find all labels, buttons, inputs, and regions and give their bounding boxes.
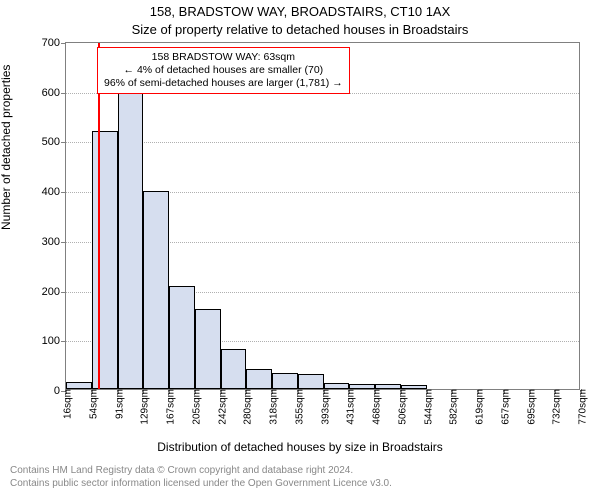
histogram-bar <box>272 373 298 389</box>
ytick-label: 200 <box>42 286 66 298</box>
ytick-label: 100 <box>42 335 66 347</box>
xtick-label: 54sqm <box>84 389 99 419</box>
property-marker-line <box>98 43 100 389</box>
ytick-label: 400 <box>42 186 66 198</box>
chart-container: 158, BRADSTOW WAY, BROADSTAIRS, CT10 1AX… <box>0 0 600 500</box>
xtick-label: 468sqm <box>368 389 383 425</box>
xtick-label: 129sqm <box>136 389 151 425</box>
xtick-label: 393sqm <box>316 389 331 425</box>
xtick-label: 732sqm <box>548 389 563 425</box>
ytick-label: 500 <box>42 136 66 148</box>
histogram-bar <box>298 374 324 389</box>
annotation-line: 158 BRADSTOW WAY: 63sqm <box>104 51 343 64</box>
histogram-bar <box>195 309 221 389</box>
footer-attribution: Contains HM Land Registry data © Crown c… <box>10 464 392 490</box>
xtick-label: 695sqm <box>522 389 537 425</box>
annotation-line: 96% of semi-detached houses are larger (… <box>104 77 343 90</box>
xtick-label: 582sqm <box>445 389 460 425</box>
x-axis-label: Distribution of detached houses by size … <box>0 440 600 454</box>
annotation-line: ← 4% of detached houses are smaller (70) <box>104 64 343 77</box>
ytick-label: 300 <box>42 236 66 248</box>
xtick-label: 619sqm <box>471 389 486 425</box>
histogram-bar <box>221 349 247 389</box>
xtick-label: 544sqm <box>419 389 434 425</box>
histogram-bar <box>349 384 375 389</box>
xtick-label: 16sqm <box>59 389 74 419</box>
histogram-bar <box>118 88 144 389</box>
xtick-label: 355sqm <box>290 389 305 425</box>
histogram-bar <box>66 382 92 389</box>
histogram-bar <box>169 286 195 389</box>
ytick-label: 600 <box>42 87 66 99</box>
annotation-box: 158 BRADSTOW WAY: 63sqm ← 4% of detached… <box>97 47 350 94</box>
histogram-bar <box>246 369 272 389</box>
histogram-bar <box>143 191 169 389</box>
ytick-label: 700 <box>42 37 66 49</box>
xtick-label: 431sqm <box>342 389 357 425</box>
xtick-label: 506sqm <box>393 389 408 425</box>
xtick-label: 280sqm <box>239 389 254 425</box>
histogram-bar <box>324 383 350 389</box>
y-axis-label: Number of detached properties <box>0 65 13 230</box>
xtick-label: 205sqm <box>187 389 202 425</box>
footer-line: Contains HM Land Registry data © Crown c… <box>10 464 392 477</box>
xtick-label: 242sqm <box>213 389 228 425</box>
xtick-label: 318sqm <box>265 389 280 425</box>
xtick-label: 657sqm <box>496 389 511 425</box>
histogram-bar <box>375 384 401 389</box>
footer-line: Contains public sector information licen… <box>10 477 392 490</box>
histogram-bar <box>92 131 118 390</box>
histogram-bar <box>401 385 427 389</box>
page-subtitle: Size of property relative to detached ho… <box>0 22 600 37</box>
xtick-label: 167sqm <box>162 389 177 425</box>
xtick-label: 770sqm <box>574 389 589 425</box>
xtick-label: 91sqm <box>110 389 125 419</box>
page-title: 158, BRADSTOW WAY, BROADSTAIRS, CT10 1AX <box>0 4 600 19</box>
